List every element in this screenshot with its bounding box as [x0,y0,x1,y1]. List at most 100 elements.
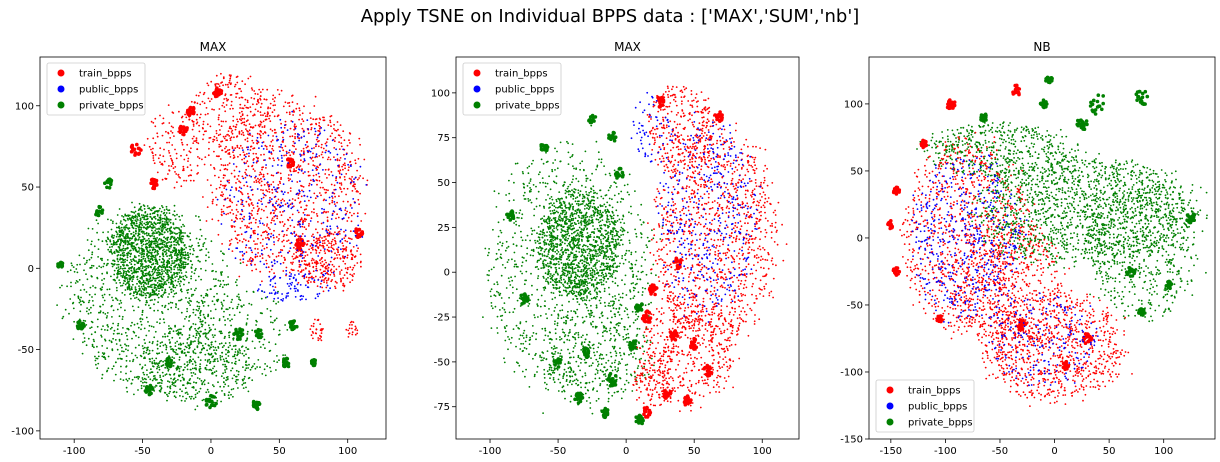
data-point [218,186,221,189]
data-point [350,258,353,261]
data-point [275,317,278,320]
data-point [181,238,184,240]
data-point [164,245,167,248]
data-point [248,357,250,359]
data-point [269,228,271,231]
data-point [241,201,244,204]
data-point [165,219,168,222]
data-point [151,357,154,360]
data-point [194,336,197,339]
data-point [273,360,275,363]
data-point [221,191,223,194]
data-point [175,353,178,355]
data-point [341,165,343,168]
data-point [230,131,233,133]
data-point-cluster [77,326,82,330]
data-point [198,326,201,329]
data-point [210,288,212,290]
data-point [178,370,181,373]
data-point [239,349,241,352]
data-point [338,253,341,256]
data-point [183,225,186,228]
data-point-cluster [56,265,61,269]
data-point [313,239,315,242]
data-point [273,109,276,111]
data-point [255,218,257,221]
data-point [222,177,225,179]
data-point [189,368,192,371]
data-point [135,220,138,223]
data-point [197,215,200,218]
data-point [151,274,154,276]
data-point [197,156,199,158]
data-point [125,234,127,237]
data-point [245,360,248,363]
data-point [308,271,311,273]
data-point [212,367,214,370]
data-point [320,328,323,330]
data-point [303,208,306,211]
data-point [121,292,124,294]
data-point [251,89,254,91]
data-point [323,210,326,213]
data-point [330,244,333,247]
data-point [115,297,118,300]
data-point [315,228,317,231]
data-point [342,130,345,133]
data-point [193,348,196,351]
data-point [273,159,275,162]
data-point [296,103,299,105]
data-point [287,191,289,194]
data-point [104,313,107,315]
data-point [173,357,176,359]
data-point [247,133,249,136]
data-point [271,219,273,222]
data-point [172,283,175,286]
data-point [178,236,181,238]
data-point [194,279,197,282]
data-point [310,251,312,254]
data-point [242,107,245,110]
data-point [241,110,243,113]
data-point [337,128,339,131]
data-point [166,239,169,242]
data-point [312,270,315,273]
data-point [223,137,226,140]
data-point [215,74,218,77]
data-point [321,244,323,247]
data-point [312,152,314,155]
data-point [227,349,230,352]
data-point [200,267,202,270]
data-point [132,360,134,363]
data-point [184,113,187,116]
data-point [222,102,225,104]
data-point [179,280,182,282]
data-point [288,250,291,253]
data-point [339,188,342,191]
data-point [77,295,80,298]
data-point [91,296,93,298]
data-point [210,341,213,344]
data-point [167,277,170,280]
data-point [238,147,241,150]
data-point [72,266,75,268]
data-point [310,179,312,182]
data-point [125,372,127,375]
data-point [221,332,223,335]
data-point [154,284,157,286]
data-point [307,174,310,177]
data-point [164,221,166,223]
data-point [354,159,357,162]
data-point [141,235,144,238]
data-point [320,143,323,146]
data-point [157,157,160,160]
data-point [189,248,192,251]
data-point [234,351,237,353]
data-point [205,391,208,394]
data-point [236,146,239,149]
data-point [170,306,173,309]
data-point [210,317,213,320]
data-point [233,136,235,139]
data-point [132,358,135,361]
data-point [349,142,351,144]
